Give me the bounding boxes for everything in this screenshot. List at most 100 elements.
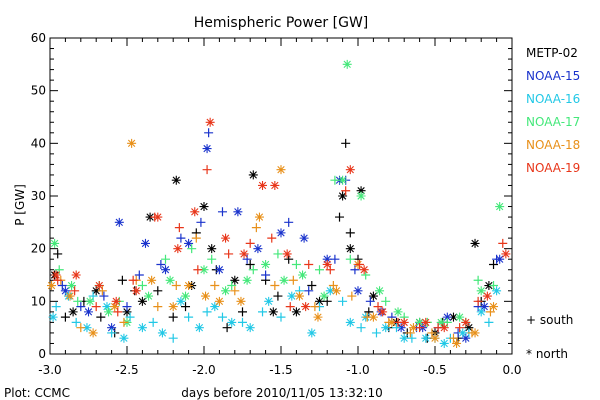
south-point bbox=[107, 328, 117, 338]
y-tick-label: 50 bbox=[31, 84, 46, 98]
north-point bbox=[325, 286, 335, 296]
south-point bbox=[125, 312, 135, 322]
x-tick-label: 0.0 bbox=[502, 363, 521, 377]
south-point bbox=[365, 296, 375, 306]
x-tick-label: -2.5 bbox=[115, 363, 138, 377]
north-point bbox=[84, 307, 93, 317]
data-points bbox=[47, 59, 511, 348]
north-point bbox=[184, 238, 194, 248]
north-point bbox=[396, 323, 406, 333]
south-point bbox=[96, 312, 106, 322]
south-point bbox=[498, 238, 508, 248]
south-point bbox=[415, 323, 425, 333]
north-point bbox=[455, 312, 465, 322]
north-point bbox=[464, 323, 474, 333]
north-point bbox=[111, 296, 121, 306]
south-point bbox=[70, 286, 80, 296]
north-point bbox=[67, 281, 77, 291]
south-point bbox=[97, 286, 107, 296]
x-axis-label: days before 2010/11/05 13:32:10 bbox=[181, 386, 382, 400]
south-point bbox=[330, 175, 340, 185]
series-noaa-16 bbox=[48, 286, 502, 348]
north-point bbox=[199, 265, 209, 275]
series-noaa-15 bbox=[57, 128, 505, 343]
south-point bbox=[273, 291, 283, 301]
south-point bbox=[304, 259, 314, 269]
north-point bbox=[221, 286, 231, 296]
south-point bbox=[381, 296, 391, 306]
south-point bbox=[191, 233, 201, 243]
south-point bbox=[251, 223, 261, 233]
y-tick-label: 0 bbox=[38, 347, 46, 361]
north-point bbox=[495, 254, 505, 264]
south-point bbox=[168, 333, 178, 343]
north-point bbox=[165, 275, 175, 285]
series-noaa-18 bbox=[47, 138, 499, 348]
south-point bbox=[117, 275, 127, 285]
north-point bbox=[171, 175, 181, 185]
south-point bbox=[330, 254, 340, 264]
south-point bbox=[245, 238, 255, 248]
north-point bbox=[137, 296, 147, 306]
north-point bbox=[102, 302, 112, 312]
north-point bbox=[375, 286, 385, 296]
north-point bbox=[207, 244, 217, 254]
south-point bbox=[356, 323, 366, 333]
north-point bbox=[489, 302, 499, 312]
north-point bbox=[261, 259, 271, 269]
south-point bbox=[181, 302, 191, 312]
north-point bbox=[227, 317, 237, 327]
south-point bbox=[76, 302, 86, 312]
north-point bbox=[254, 212, 264, 222]
north-point bbox=[245, 323, 255, 333]
south-point bbox=[153, 286, 163, 296]
north-point bbox=[331, 286, 341, 296]
north-point bbox=[470, 328, 480, 338]
north-point bbox=[421, 333, 431, 343]
south-point bbox=[427, 328, 437, 338]
north-point bbox=[122, 307, 132, 317]
north-point bbox=[173, 244, 183, 254]
north-point bbox=[299, 233, 309, 243]
south-point bbox=[310, 302, 320, 312]
north-point bbox=[194, 323, 204, 333]
south-point bbox=[174, 223, 184, 233]
series-noaa-19 bbox=[51, 117, 511, 333]
north-point bbox=[501, 249, 511, 259]
north-point bbox=[145, 212, 155, 222]
north-point bbox=[276, 165, 286, 175]
south-point bbox=[248, 265, 258, 275]
north-point bbox=[270, 180, 280, 190]
south-point bbox=[335, 212, 345, 222]
south-point bbox=[99, 291, 109, 301]
north-point bbox=[181, 291, 191, 301]
north-point bbox=[476, 286, 486, 296]
south-point bbox=[315, 265, 324, 275]
north-point bbox=[298, 270, 308, 280]
north-point bbox=[282, 249, 292, 259]
south-point bbox=[322, 296, 332, 306]
y-tick-label: 20 bbox=[31, 242, 46, 256]
south-point bbox=[156, 259, 166, 269]
north-point bbox=[301, 302, 311, 312]
south-point bbox=[267, 233, 277, 243]
y-tick-label: 60 bbox=[31, 31, 46, 45]
north-point bbox=[338, 191, 348, 201]
north-point bbox=[461, 333, 471, 343]
north-point bbox=[202, 144, 212, 154]
y-tick-label: 10 bbox=[31, 294, 46, 308]
south-point bbox=[230, 286, 240, 296]
north-point bbox=[88, 328, 98, 338]
x-tick-label: -3.0 bbox=[38, 363, 61, 377]
legend-entry: NOAA-19 bbox=[526, 161, 580, 175]
north-point bbox=[248, 170, 258, 180]
south-point bbox=[325, 265, 335, 275]
south-point bbox=[113, 307, 123, 317]
north-point bbox=[345, 244, 355, 254]
south-point bbox=[187, 244, 197, 254]
north-point bbox=[393, 307, 403, 317]
south-point bbox=[137, 281, 147, 291]
legend-entry: NOAA-16 bbox=[526, 92, 580, 106]
north-point bbox=[268, 307, 278, 317]
north-point bbox=[230, 275, 240, 285]
